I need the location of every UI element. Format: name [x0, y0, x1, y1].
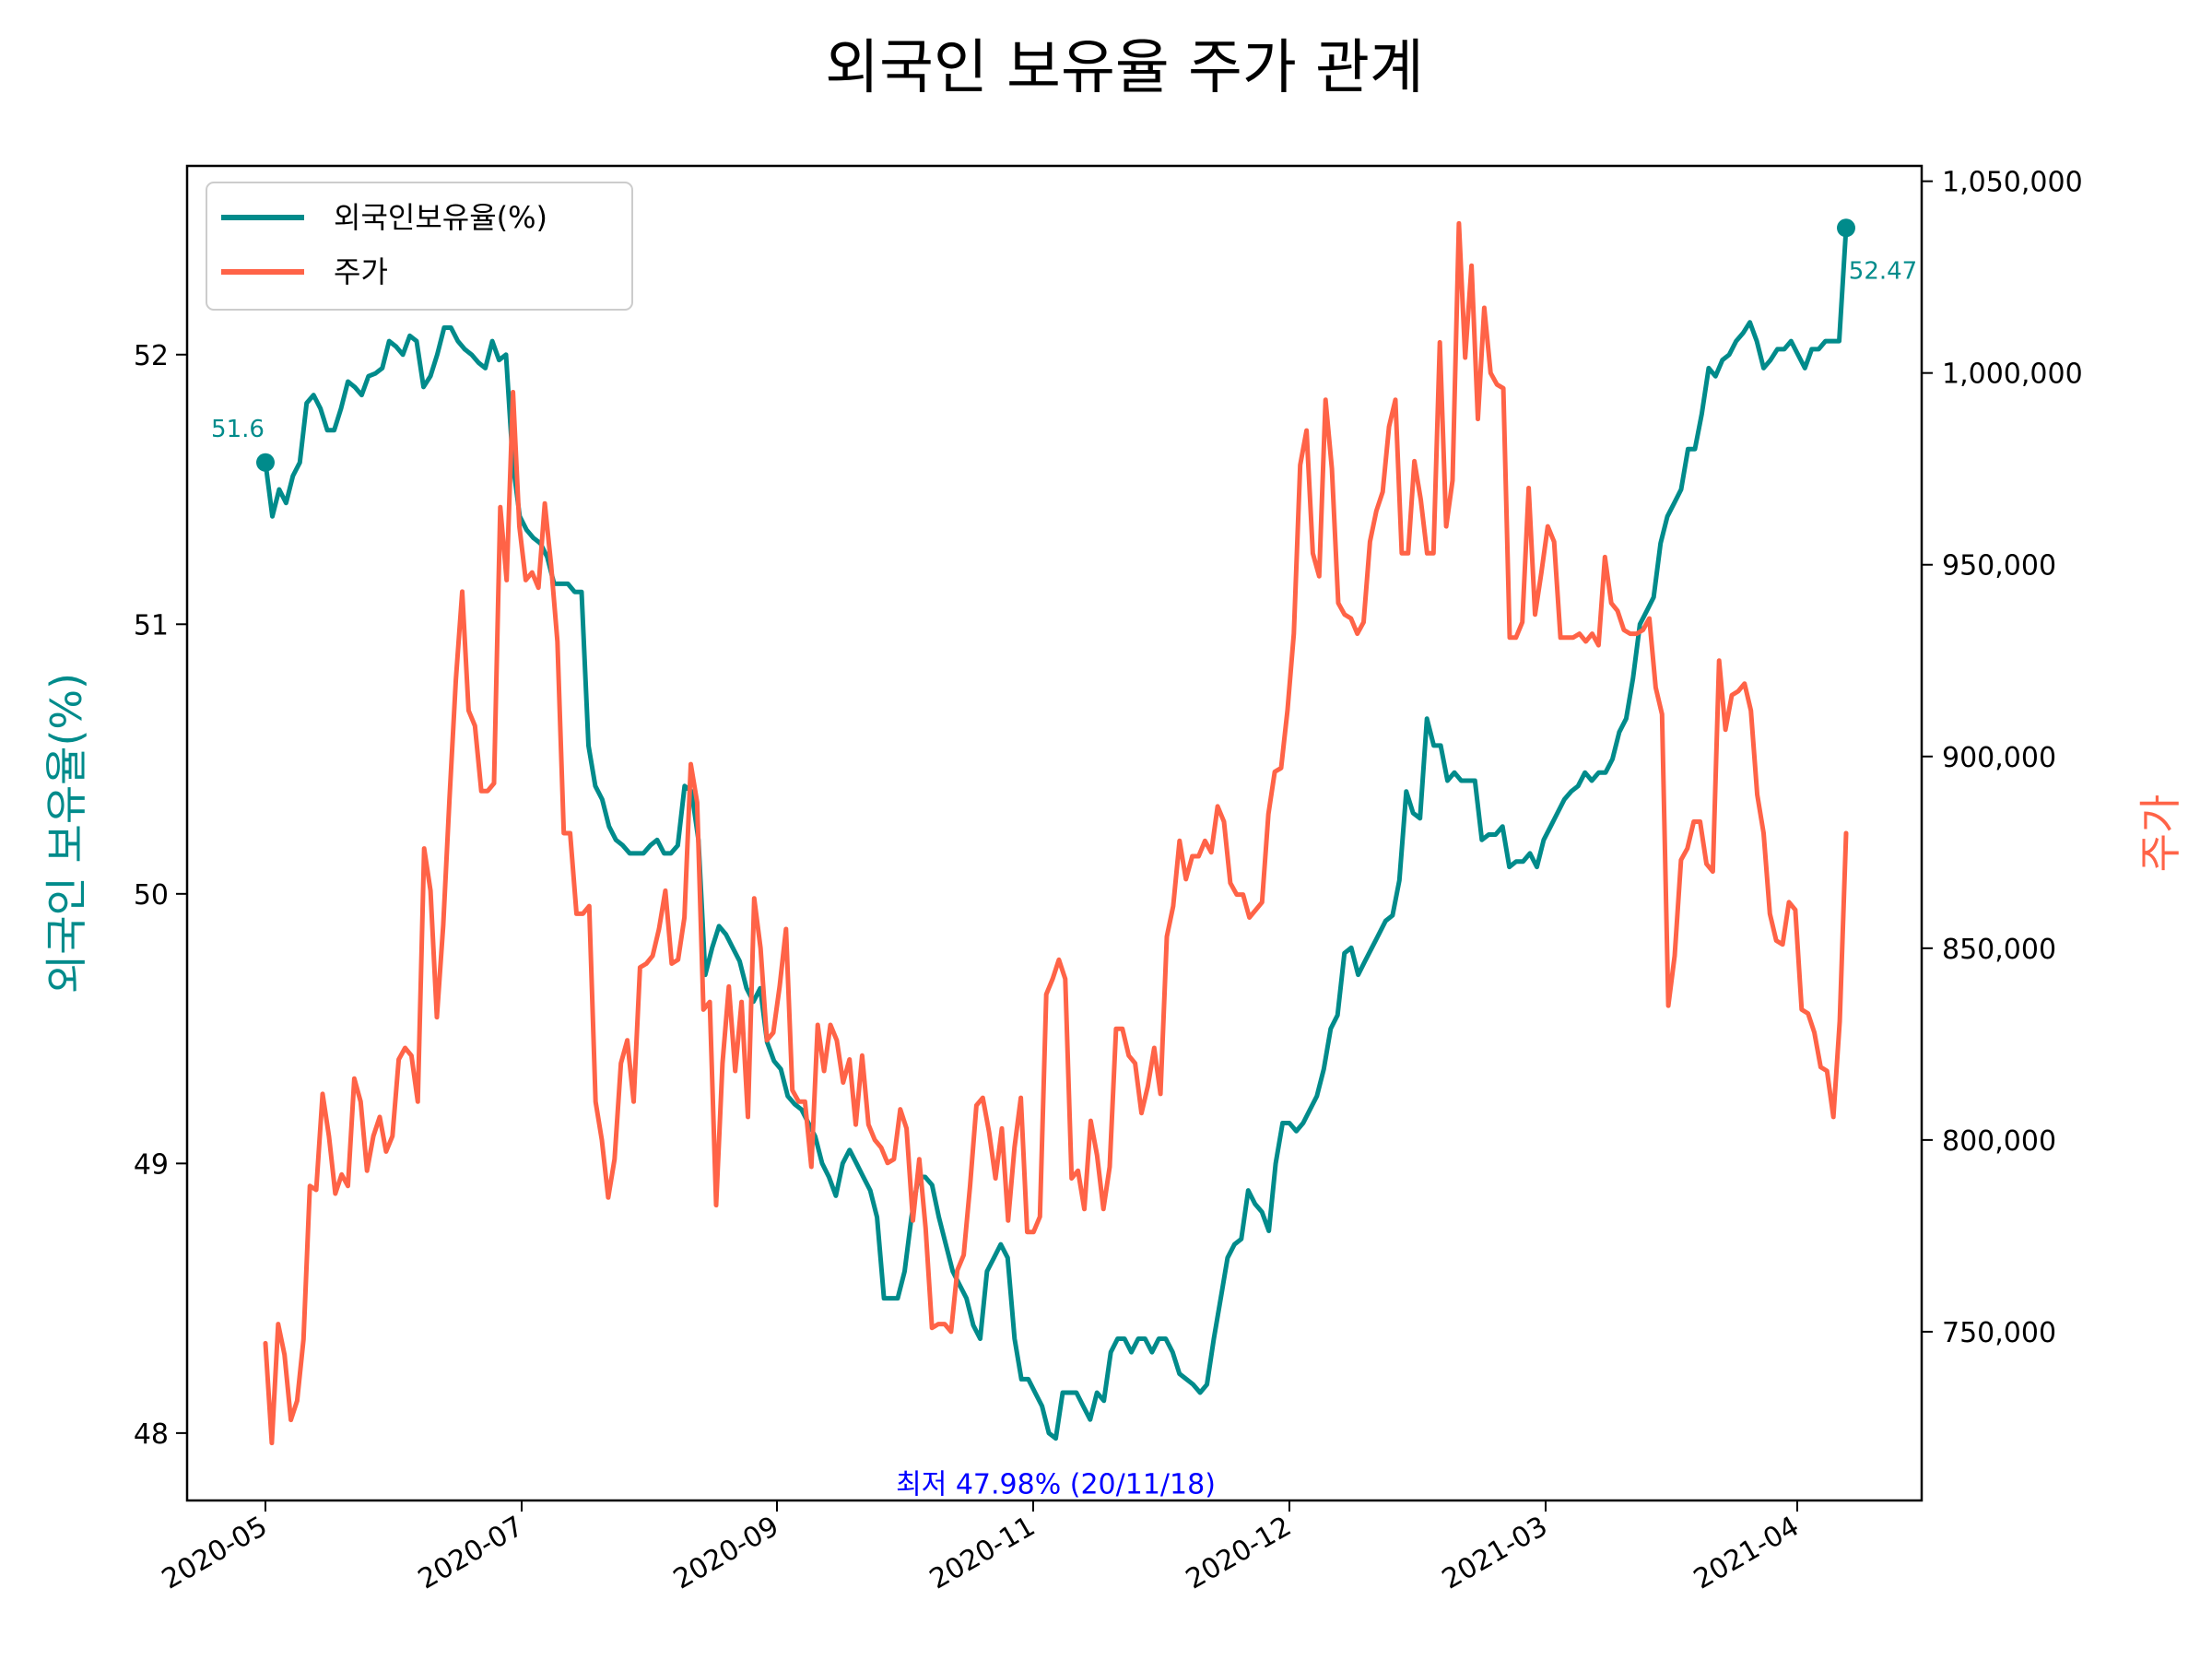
- x-axis: 2020-05 2020-07 2020-09 2020-11 2020-12 2021-…: [157, 1500, 1805, 1596]
- y-left-axis: 48 49 50 51 52: [134, 340, 187, 1451]
- y-right-tick-label: 800,000: [1942, 1125, 2056, 1158]
- y-right-tick-label: 850,000: [1942, 934, 2056, 966]
- y-left-tick-label: 50: [134, 879, 169, 912]
- y-right-axis: 750,000 800,000 850,000 900,000 950,000 1,000…: [1922, 167, 2083, 1349]
- x-tick-label: 2020-07: [413, 1511, 529, 1596]
- plot-lines: [263, 220, 1849, 1446]
- x-tick-label: 2021-04: [1688, 1511, 1805, 1596]
- start-marker: [256, 453, 275, 472]
- y-right-tick-label: 1,000,000: [1942, 359, 2083, 391]
- end-marker: [1837, 218, 1855, 238]
- series-line-price: [263, 220, 1849, 1446]
- series-line-foreign-ratio: [263, 225, 1849, 1441]
- y-left-tick-label: 48: [134, 1418, 169, 1451]
- annotations: 51.6 52.47 최저 47.98% (20/11/18): [211, 218, 1917, 1501]
- plot-frame: [185, 164, 1924, 1502]
- x-tick-label: 2020-09: [668, 1511, 784, 1596]
- y-right-tick-label: 1,050,000: [1942, 167, 2083, 199]
- x-tick-label: 2021-03: [1437, 1511, 1553, 1596]
- x-tick-label: 2020-11: [924, 1511, 1041, 1596]
- legend-label-price: 주가: [334, 254, 388, 289]
- y-right-tick-label: 950,000: [1942, 550, 2056, 582]
- x-tick-label: 2020-12: [1181, 1511, 1297, 1596]
- min-annotation: 최저 47.98% (20/11/18): [896, 1469, 1216, 1501]
- start-annotation: 51.6: [211, 416, 265, 443]
- legend-box: [206, 182, 633, 311]
- x-tick-label: 2020-05: [157, 1511, 273, 1596]
- legend-label-foreign-ratio: 외국인보유율(%): [334, 200, 547, 235]
- y-left-axis-title: 외국인 보유율(%): [41, 673, 91, 994]
- chart-title: 외국인 보유율 주가 관계: [825, 34, 1424, 102]
- legend: 외국인보유율(%) 주가: [206, 182, 633, 311]
- y-left-tick-label: 49: [134, 1148, 169, 1181]
- y-left-tick-label: 51: [134, 609, 169, 641]
- y-right-tick-label: 900,000: [1942, 742, 2056, 774]
- end-annotation: 52.47: [1849, 257, 1917, 285]
- y-right-axis-title: 주가: [2136, 794, 2185, 873]
- y-left-tick-label: 52: [134, 340, 169, 372]
- y-right-tick-label: 750,000: [1942, 1317, 2056, 1349]
